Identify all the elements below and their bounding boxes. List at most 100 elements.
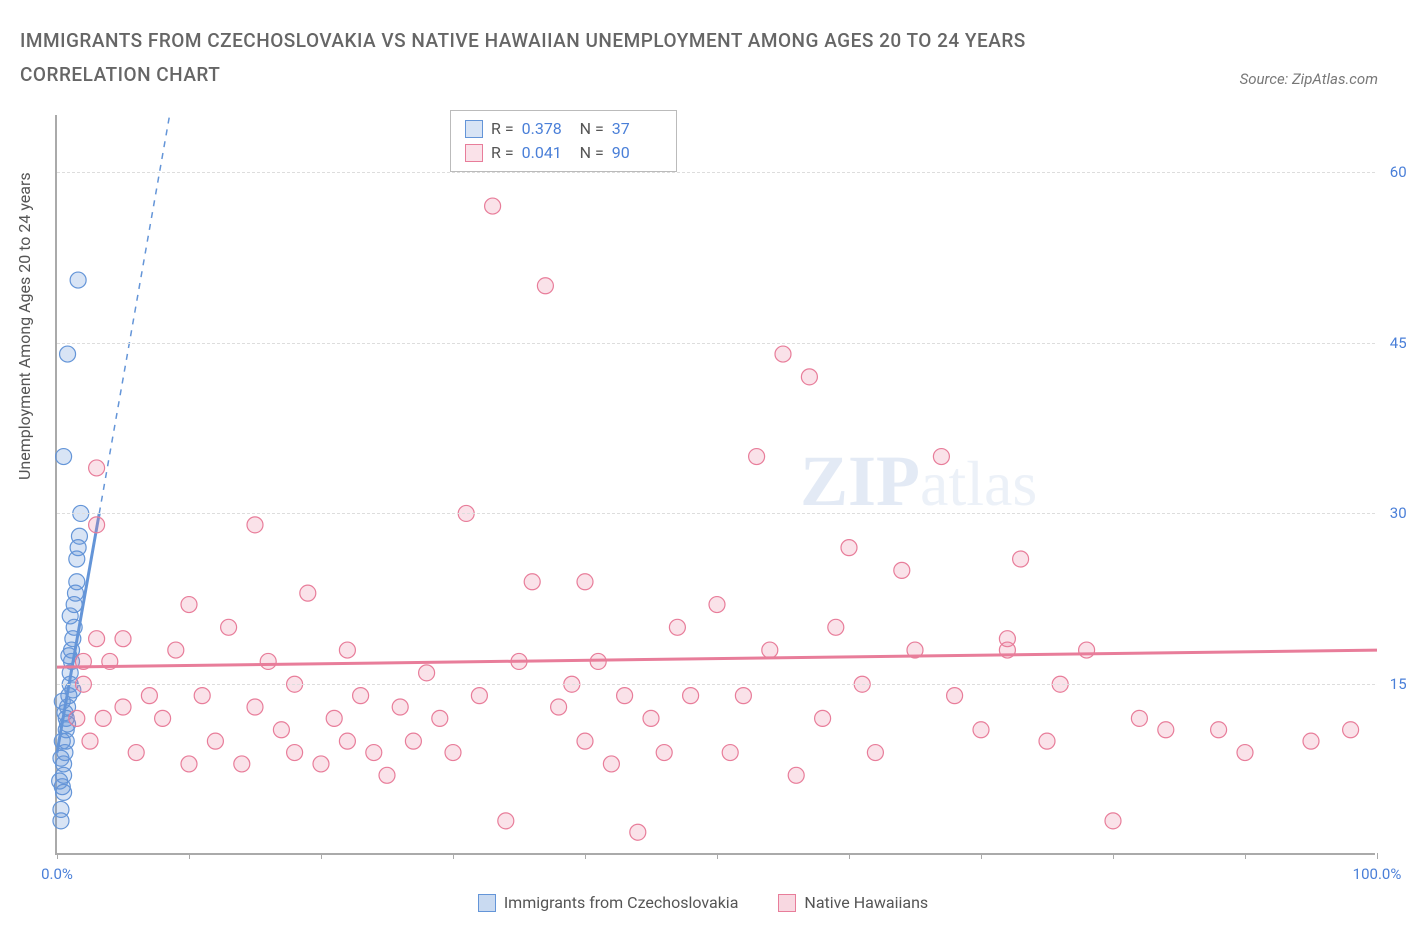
data-point [617, 688, 633, 704]
data-point [894, 562, 910, 578]
x-tick [57, 853, 58, 859]
data-point [339, 733, 355, 749]
data-point [656, 745, 672, 761]
data-point [775, 346, 791, 362]
legend-item: Native Hawaiians [778, 893, 928, 912]
data-point [1105, 813, 1121, 829]
data-point [1039, 733, 1055, 749]
data-point [53, 750, 69, 766]
x-tick [717, 853, 718, 859]
data-point [326, 710, 342, 726]
data-point [1131, 710, 1147, 726]
data-point [537, 278, 553, 294]
legend-swatch [478, 894, 496, 912]
data-point [999, 631, 1015, 647]
data-point [95, 710, 111, 726]
data-point [194, 688, 210, 704]
data-point [379, 767, 395, 783]
legend-swatch [778, 894, 796, 912]
legend-item: Immigrants from Czechoslovakia [478, 893, 739, 912]
y-tick-label: 30.0% [1390, 504, 1406, 522]
data-point [287, 745, 303, 761]
data-point [709, 597, 725, 613]
x-tick [453, 853, 454, 859]
data-point [89, 517, 105, 533]
legend-row: R =0.378N =37 [465, 117, 662, 141]
data-point [405, 733, 421, 749]
data-point [273, 722, 289, 738]
data-point [207, 733, 223, 749]
data-point [1211, 722, 1227, 738]
source-label: Source: ZipAtlas.com [1240, 70, 1378, 88]
data-point [52, 773, 68, 789]
data-point [56, 449, 72, 465]
data-point [181, 597, 197, 613]
data-point [551, 699, 567, 715]
correlation-legend: R =0.378N =37R = 0.041 N = 90 [450, 110, 677, 172]
data-point [234, 756, 250, 772]
x-tick [849, 853, 850, 859]
legend-row: R =0.041N =90 [465, 141, 662, 165]
data-point [1013, 551, 1029, 567]
data-point [366, 745, 382, 761]
data-point [643, 710, 659, 726]
chart-title: IMMIGRANTS FROM CZECHOSLOVAKIA VS NATIVE… [20, 24, 1120, 92]
trend-line [57, 650, 1377, 667]
data-point [722, 745, 738, 761]
data-point [419, 665, 435, 681]
data-point [69, 574, 85, 590]
data-point [260, 653, 276, 669]
data-point [1158, 722, 1174, 738]
data-point [353, 688, 369, 704]
data-point [630, 824, 646, 840]
series-legend: Immigrants from Czechoslovakia Native Haw… [0, 893, 1406, 912]
data-point [115, 631, 131, 647]
data-point [70, 272, 86, 288]
data-point [432, 710, 448, 726]
gridline [57, 513, 1375, 514]
x-tick [585, 853, 586, 859]
data-point [735, 688, 751, 704]
x-tick [981, 853, 982, 859]
data-point [1237, 745, 1253, 761]
legend-n-value: 90 [612, 141, 662, 165]
gridline [57, 343, 1375, 344]
data-point [762, 642, 778, 658]
x-tick-label: 0.0% [41, 865, 73, 883]
data-point [867, 745, 883, 761]
data-point [53, 801, 69, 817]
data-point [60, 346, 76, 362]
legend-r-label: R = [491, 141, 514, 165]
data-point [498, 813, 514, 829]
data-point [141, 688, 157, 704]
data-point [445, 745, 461, 761]
legend-r-value: 0.041 [522, 141, 572, 165]
x-tick-label: 100.0% [1353, 865, 1402, 883]
trend-line-dashed [99, 115, 169, 513]
data-point [933, 449, 949, 465]
x-tick [321, 853, 322, 859]
data-point [801, 369, 817, 385]
data-point [82, 733, 98, 749]
data-point [1343, 722, 1359, 738]
data-point [669, 619, 685, 635]
data-point [841, 540, 857, 556]
data-point [128, 745, 144, 761]
data-point [788, 767, 804, 783]
x-tick [1113, 853, 1114, 859]
data-point [247, 699, 263, 715]
data-point [89, 631, 105, 647]
chart-plot-area: 15.0%30.0%45.0%60.0%0.0%100.0% [55, 115, 1375, 855]
data-point [524, 574, 540, 590]
data-point [313, 756, 329, 772]
legend-n-label: N = [580, 117, 604, 141]
data-point [221, 619, 237, 635]
data-point [69, 710, 85, 726]
data-point [339, 642, 355, 658]
y-tick-label: 15.0% [1390, 675, 1406, 693]
legend-swatch [465, 120, 483, 138]
data-point [603, 756, 619, 772]
gridline [57, 172, 1375, 173]
data-point [300, 585, 316, 601]
data-point [1079, 642, 1095, 658]
